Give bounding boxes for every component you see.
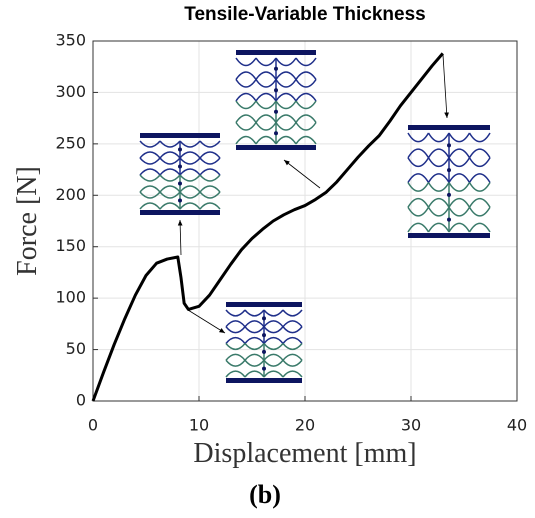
inset-node: [274, 88, 278, 93]
inset-image: [235, 50, 317, 150]
inset-node: [178, 164, 182, 169]
inset-cell: [407, 206, 491, 233]
inset-node: [262, 349, 266, 354]
inset-node: [447, 217, 451, 222]
y-tick-label: 50: [66, 339, 86, 358]
inset-node: [178, 147, 182, 152]
x-tick-label: 10: [189, 416, 209, 435]
x-axis-label: Displacement [mm]: [193, 438, 416, 469]
inset-node: [274, 66, 278, 71]
x-tick-label: 40: [507, 416, 527, 435]
inset-image: [139, 133, 221, 215]
inset-cell: [225, 343, 303, 361]
arrow: [283, 159, 321, 189]
inset-image: [225, 302, 303, 383]
inset-node: [262, 316, 266, 321]
inset-cell: [407, 182, 491, 208]
inset-bar: [140, 133, 220, 138]
inset-bar: [236, 50, 316, 55]
inset-cell: [407, 157, 491, 183]
inset-image: [407, 125, 491, 238]
inset-cell: [225, 309, 303, 328]
inset-bar: [140, 210, 220, 215]
arrow: [442, 54, 450, 119]
inset-bar: [408, 233, 490, 238]
inset-cell: [139, 191, 221, 210]
inset-cell: [235, 100, 317, 123]
inset-cell: [235, 57, 317, 80]
caption: (b): [249, 480, 281, 509]
arrow: [187, 309, 226, 334]
arrow: [177, 219, 183, 256]
y-tick-label: 300: [55, 82, 86, 101]
inset-cell: [235, 79, 317, 102]
inset-bar: [226, 302, 302, 307]
y-tick-label: 350: [55, 31, 86, 50]
inset-cell: [225, 326, 303, 344]
inset-bar: [408, 125, 490, 130]
inset-cell: [139, 174, 221, 193]
inset-cell: [139, 140, 221, 159]
inset-node: [274, 109, 278, 114]
inset-node: [447, 143, 451, 148]
inset-node: [262, 333, 266, 338]
y-axis-label: Force [N]: [12, 166, 43, 276]
inset-node: [274, 131, 278, 136]
inset-cell: [407, 132, 491, 159]
data-line: [91, 52, 444, 402]
inset-node: [447, 168, 451, 173]
x-tick-label: 20: [295, 416, 315, 435]
inset-cell: [225, 359, 303, 378]
y-tick-label: 100: [55, 288, 86, 307]
inset-node: [447, 192, 451, 197]
inset-bar: [236, 145, 316, 150]
axes-box: [92, 40, 518, 402]
inset-cell: [235, 122, 317, 145]
x-tick-label: 0: [88, 416, 98, 435]
inset-node: [178, 198, 182, 203]
y-tick-label: 250: [55, 133, 86, 152]
chart-title: Tensile-Variable Thickness: [184, 4, 425, 25]
y-tick-label: 150: [55, 236, 86, 255]
y-tick-label: 0: [76, 391, 86, 410]
inset-node: [178, 181, 182, 186]
inset-bar: [226, 378, 302, 383]
x-tick-label: 30: [401, 416, 421, 435]
inset-node: [262, 366, 266, 371]
y-tick-label: 200: [55, 185, 86, 204]
inset-cell: [139, 157, 221, 176]
